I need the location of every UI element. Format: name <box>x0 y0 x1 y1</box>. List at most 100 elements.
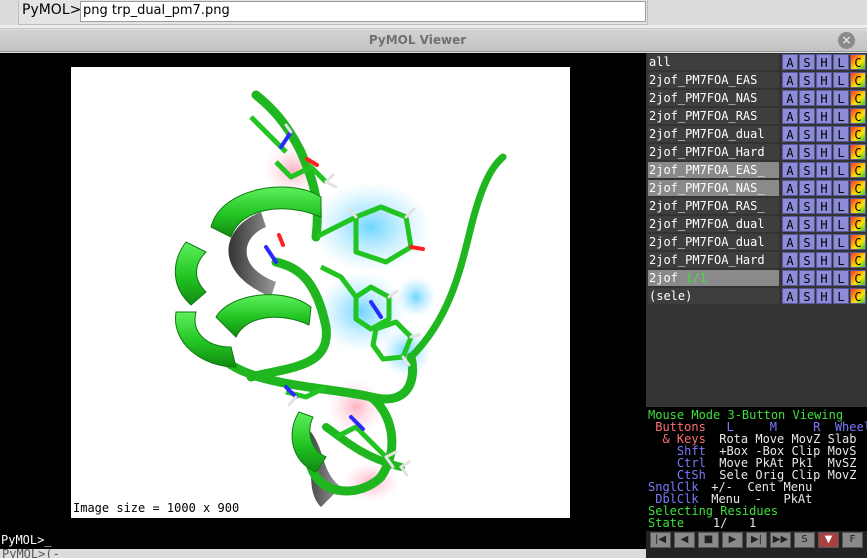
object-name[interactable]: 2jof_PM7FOA_Hard <box>648 144 779 160</box>
hide-button[interactable]: H <box>816 288 832 304</box>
label-button[interactable]: L <box>833 126 849 142</box>
show-button[interactable]: S <box>799 162 815 178</box>
step-forward-button[interactable]: ▶| <box>746 532 767 548</box>
hide-button[interactable]: H <box>816 144 832 160</box>
color-button[interactable]: C <box>850 270 866 286</box>
label-button[interactable]: L <box>833 108 849 124</box>
label-button[interactable]: L <box>833 234 849 250</box>
label-button[interactable]: L <box>833 270 849 286</box>
show-button[interactable]: S <box>799 288 815 304</box>
object-row[interactable]: 2jof_PM7FOA_NAS A S H L C <box>646 89 867 107</box>
action-button[interactable]: A <box>782 288 798 304</box>
object-name[interactable]: 2jof_PM7FOA_RAS <box>648 108 779 124</box>
action-button[interactable]: A <box>782 54 798 70</box>
object-row[interactable]: 2jof_PM7FOA_RAS A S H L C <box>646 107 867 125</box>
object-name[interactable]: (sele) <box>648 288 779 304</box>
label-button[interactable]: L <box>833 144 849 160</box>
object-row[interactable]: all A S H L C <box>646 53 867 71</box>
hide-button[interactable]: H <box>816 270 832 286</box>
command-input[interactable]: png trp_dual_pm7.png <box>80 1 646 22</box>
color-button[interactable]: C <box>850 90 866 106</box>
color-button[interactable]: C <box>850 288 866 304</box>
scene-button[interactable]: S <box>794 532 815 548</box>
action-button[interactable]: A <box>782 252 798 268</box>
object-name[interactable]: 2jof_PM7FOA_NAS_ <box>648 180 779 196</box>
object-row[interactable]: 2jof_PM7FOA_RAS_ A S H L C <box>646 197 867 215</box>
object-name[interactable]: all <box>648 54 779 70</box>
window-titlebar[interactable]: PyMOL Viewer × <box>0 30 867 52</box>
label-button[interactable]: L <box>833 72 849 88</box>
scene-menu-button[interactable]: ▼ <box>818 532 839 548</box>
color-button[interactable]: C <box>850 180 866 196</box>
show-button[interactable]: S <box>799 252 815 268</box>
object-row[interactable]: 2jof_PM7FOA_Hard A S H L C <box>646 251 867 269</box>
color-button[interactable]: C <box>850 54 866 70</box>
action-button[interactable]: A <box>782 90 798 106</box>
color-button[interactable]: C <box>850 198 866 214</box>
hide-button[interactable]: H <box>816 234 832 250</box>
molecule-viewport[interactable]: Image size = 1000 x 900 <box>0 53 646 531</box>
action-button[interactable]: A <box>782 216 798 232</box>
action-button[interactable]: A <box>782 108 798 124</box>
hide-button[interactable]: H <box>816 108 832 124</box>
show-button[interactable]: S <box>799 108 815 124</box>
object-name[interactable]: 2jof_PM7FOA_dual <box>648 216 779 232</box>
show-button[interactable]: S <box>799 90 815 106</box>
show-button[interactable]: S <box>799 126 815 142</box>
fast-forward-button[interactable]: ▶▶ <box>770 532 791 548</box>
color-button[interactable]: C <box>850 252 866 268</box>
fullscreen-button[interactable]: F <box>842 532 863 548</box>
step-back-button[interactable]: ◀ <box>674 532 695 548</box>
object-row[interactable]: 2jof_PM7FOA_Hard A S H L C <box>646 143 867 161</box>
label-button[interactable]: L <box>833 54 849 70</box>
color-button[interactable]: C <box>850 234 866 250</box>
hide-button[interactable]: H <box>816 54 832 70</box>
hide-button[interactable]: H <box>816 216 832 232</box>
show-button[interactable]: S <box>799 216 815 232</box>
object-row[interactable]: (sele) A S H L C <box>646 287 867 305</box>
show-button[interactable]: S <box>799 180 815 196</box>
object-row[interactable]: 2jof_PM7FOA_EAS A S H L C <box>646 71 867 89</box>
hide-button[interactable]: H <box>816 252 832 268</box>
label-button[interactable]: L <box>833 198 849 214</box>
object-name[interactable]: 2jof_PM7FOA_RAS_ <box>648 198 779 214</box>
object-row[interactable]: 2jof_PM7FOA_NAS_ A S H L C <box>646 179 867 197</box>
object-name[interactable]: 2jof_PM7FOA_NAS <box>648 90 779 106</box>
action-button[interactable]: A <box>782 234 798 250</box>
object-name[interactable]: 2jof_PM7FOA_dual <box>648 234 779 250</box>
action-button[interactable]: A <box>782 126 798 142</box>
hide-button[interactable]: H <box>816 198 832 214</box>
object-name[interactable]: 2jof_PM7FOA_Hard <box>648 252 779 268</box>
object-row[interactable]: 2jof_PM7FOA_EAS_ A S H L C <box>646 161 867 179</box>
color-button[interactable]: C <box>850 144 866 160</box>
object-name[interactable]: 2jof 1/1 <box>648 270 779 286</box>
object-name[interactable]: 2jof_PM7FOA_dual <box>648 126 779 142</box>
selecting-mode[interactable]: Selecting Residues <box>648 504 779 518</box>
object-name[interactable]: 2jof_PM7FOA_EAS_ <box>648 162 779 178</box>
hide-button[interactable]: H <box>816 126 832 142</box>
stop-button[interactable]: ■ <box>698 532 719 548</box>
label-button[interactable]: L <box>833 162 849 178</box>
label-button[interactable]: L <box>833 288 849 304</box>
action-button[interactable]: A <box>782 198 798 214</box>
action-button[interactable]: A <box>782 144 798 160</box>
hide-button[interactable]: H <box>816 72 832 88</box>
rewind-button[interactable]: |◀ <box>650 532 671 548</box>
label-button[interactable]: L <box>833 252 849 268</box>
object-row[interactable]: 2jof_PM7FOA_dual A S H L C <box>646 233 867 251</box>
show-button[interactable]: S <box>799 144 815 160</box>
hide-button[interactable]: H <box>816 162 832 178</box>
label-button[interactable]: L <box>833 180 849 196</box>
close-icon[interactable]: × <box>838 32 855 49</box>
object-row[interactable]: 2jof_PM7FOA_dual A S H L C <box>646 215 867 233</box>
color-button[interactable]: C <box>850 72 866 88</box>
action-button[interactable]: A <box>782 270 798 286</box>
color-button[interactable]: C <box>850 108 866 124</box>
show-button[interactable]: S <box>799 198 815 214</box>
play-button[interactable]: ▶ <box>722 532 743 548</box>
show-button[interactable]: S <box>799 270 815 286</box>
color-button[interactable]: C <box>850 162 866 178</box>
pymol-command-line[interactable]: PyMOL>_ <box>0 531 646 549</box>
object-row[interactable]: 2jof_PM7FOA_dual A S H L C <box>646 125 867 143</box>
object-name[interactable]: 2jof_PM7FOA_EAS <box>648 72 779 88</box>
